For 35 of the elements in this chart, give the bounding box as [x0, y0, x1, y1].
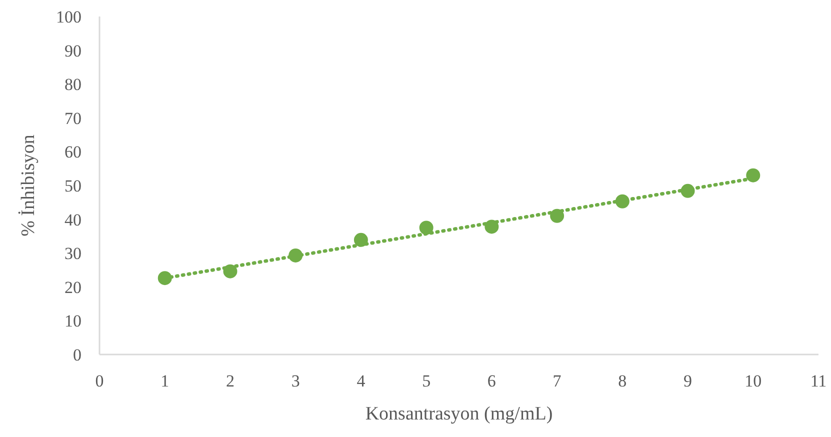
point [746, 168, 760, 182]
y-axis-title: % İnhibisyon [18, 134, 39, 236]
x-tick-label: 3 [291, 372, 300, 390]
point [419, 220, 434, 235]
y-tick-label: 60 [64, 142, 82, 162]
x-tick-label: 5 [422, 372, 431, 390]
y-tick-label: 10 [64, 312, 82, 331]
point [354, 232, 368, 247]
x-tick-label: 6 [487, 372, 496, 390]
point [680, 184, 695, 198]
y-tick-label: 20 [64, 278, 82, 297]
x-tick-label: 2 [226, 372, 234, 390]
x-tick-label: 10 [744, 372, 762, 390]
x-tick-label: 1 [160, 372, 170, 390]
y-tick-label: 0 [73, 346, 82, 364]
x-tick-label: 9 [684, 372, 692, 390]
y-tick-label: 40 [64, 210, 82, 230]
y-tick-label: 100 [56, 8, 82, 26]
x-axis-title: Konsantrasyon (mg/mL) [365, 404, 553, 424]
y-tick-label: 30 [64, 244, 82, 264]
point [158, 271, 172, 286]
y-tick-label: 70 [64, 108, 82, 128]
y-tick-label: 90 [64, 41, 82, 60]
x-tick-label: 0 [95, 372, 104, 390]
x-tick-label: 8 [618, 372, 627, 390]
point [550, 208, 564, 223]
x-tick-label: 11 [810, 372, 827, 390]
x-tick-label: 4 [356, 372, 366, 390]
point [288, 248, 303, 262]
y-tick-label: 80 [64, 75, 82, 94]
point [615, 194, 630, 208]
point [223, 264, 238, 278]
x-tick-label: 7 [552, 372, 562, 390]
y-tick-label: 50 [64, 176, 82, 196]
point [484, 220, 499, 234]
